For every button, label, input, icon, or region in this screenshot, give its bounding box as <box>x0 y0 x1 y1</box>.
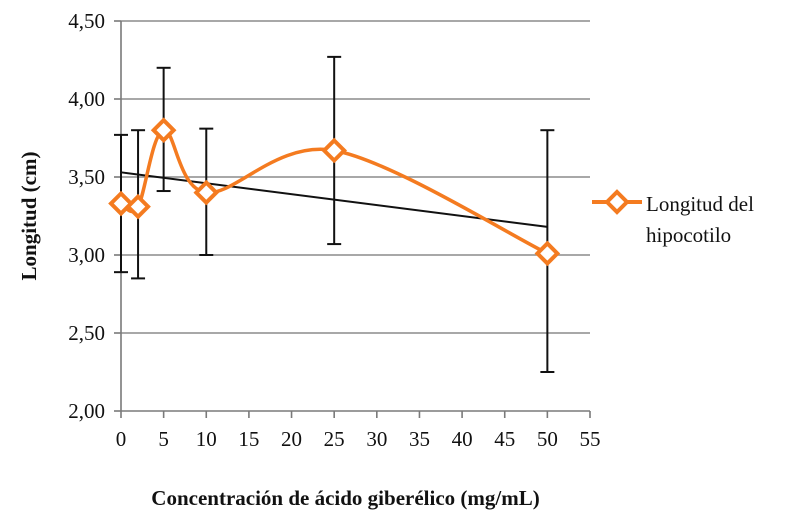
x-tick-label: 0 <box>116 427 127 451</box>
data-point-marker <box>108 190 134 217</box>
y-axis-title: Longitud (cm) <box>17 152 41 281</box>
y-tick-label: 3,00 <box>68 243 105 267</box>
x-tick-label: 35 <box>409 427 430 451</box>
data-point-marker <box>125 193 151 220</box>
trendline <box>120 171 548 228</box>
x-tick-label: 25 <box>324 427 345 451</box>
data-point-marker <box>534 240 561 267</box>
x-tick-label: 20 <box>281 427 302 451</box>
y-tick-label: 3,50 <box>68 165 105 189</box>
y-tick-label: 2,00 <box>68 399 105 423</box>
x-tick-label: 40 <box>452 427 473 451</box>
x-tick-label: 5 <box>158 427 169 451</box>
x-axis-title: Concentración de ácido giberélico (mg/mL… <box>151 486 539 510</box>
legend-swatch-icon <box>592 189 642 215</box>
data-point-marker <box>193 179 220 206</box>
x-tick-label: 30 <box>366 427 387 451</box>
y-tick-label: 4,00 <box>68 87 105 111</box>
x-tick-label: 15 <box>238 427 259 451</box>
x-tick-label: 50 <box>537 427 558 451</box>
x-tick-label: 55 <box>580 427 601 451</box>
data-point-marker <box>150 117 177 144</box>
y-tick-label: 2,50 <box>68 321 105 345</box>
data-point-marker <box>321 137 348 164</box>
x-tick-label: 45 <box>494 427 515 451</box>
legend-label: Longitud del hipocotilo <box>646 192 754 247</box>
x-tick-label: 10 <box>196 427 217 451</box>
y-tick-label: 4,50 <box>68 9 105 33</box>
